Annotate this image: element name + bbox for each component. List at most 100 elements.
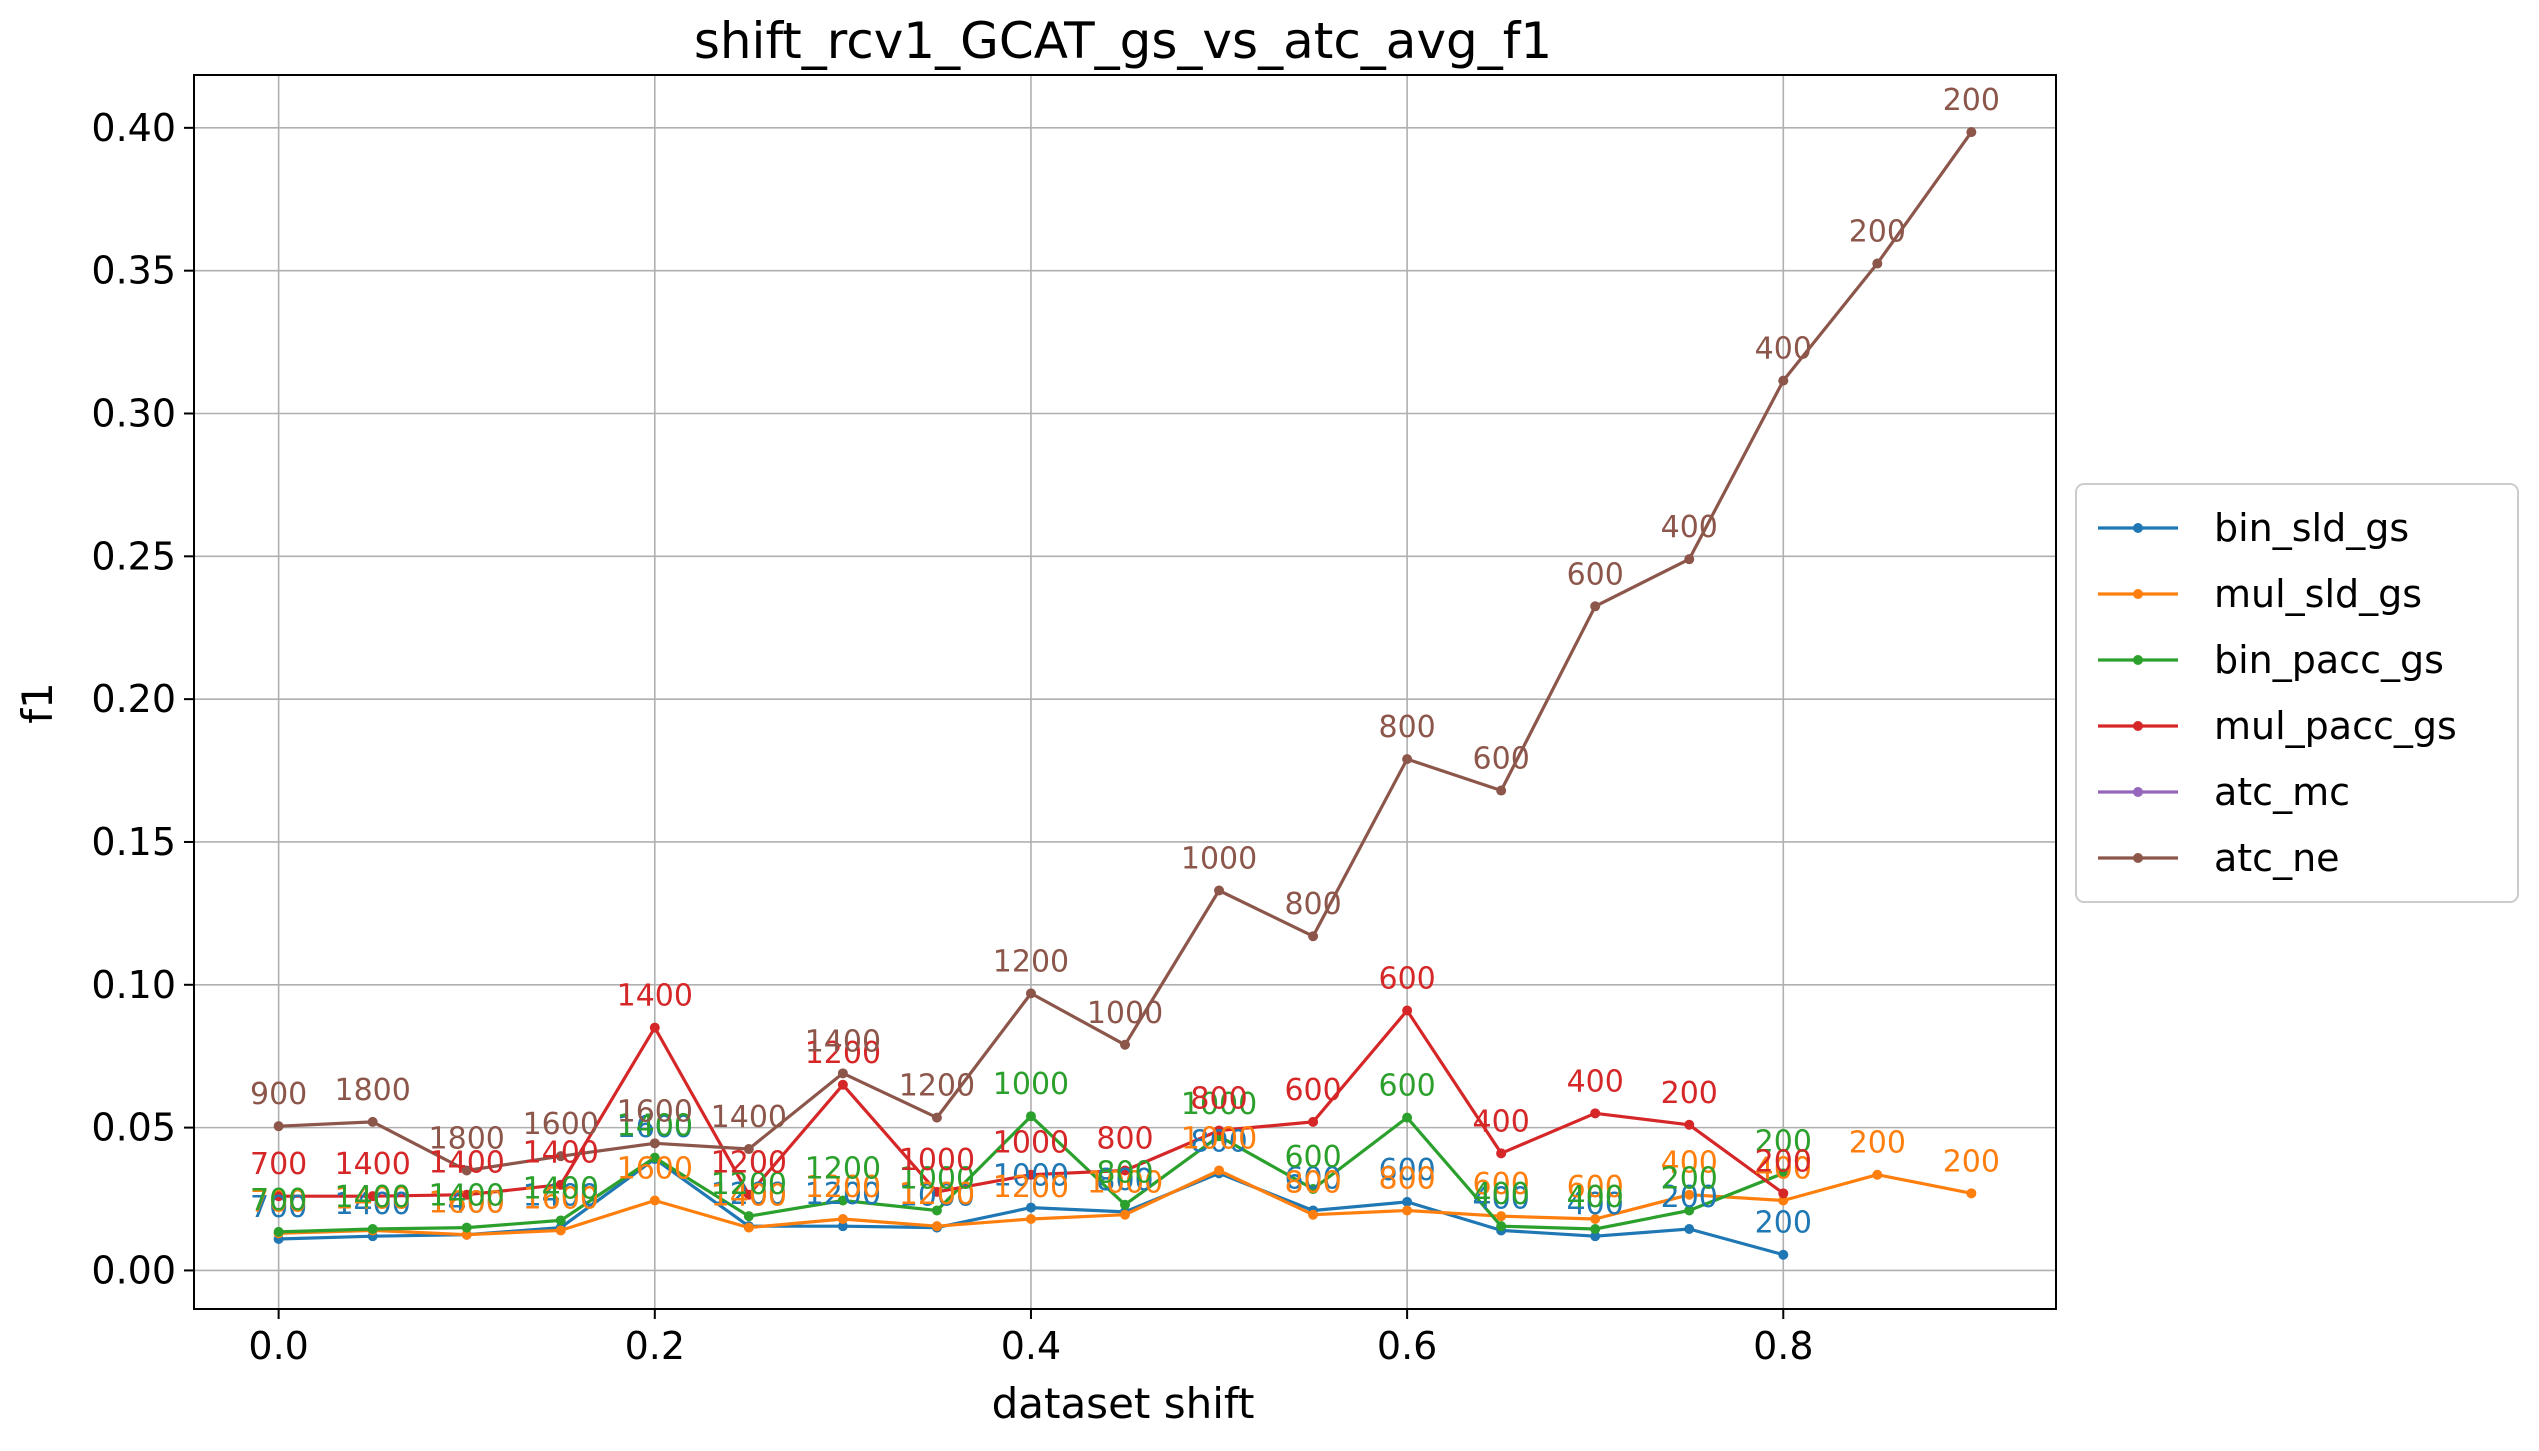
point-label-bin_sld_gs: 1400 xyxy=(523,1179,599,1214)
data-point-mul_pacc_gs xyxy=(837,1079,848,1090)
data-point-mul_pacc_gs xyxy=(1684,1119,1695,1130)
data-point-atc_ne xyxy=(1120,1039,1130,1050)
point-label-bin_sld_gs: 1400 xyxy=(429,1186,505,1221)
legend: bin_sld_gs mul_sld_gs bin_pacc_gs mul_pacc_… xyxy=(2075,483,2519,903)
data-point-bin_sld_gs xyxy=(1025,1202,1036,1213)
x-tick-label: 0.4 xyxy=(1001,1324,1061,1368)
data-point-mul_sld_gs xyxy=(1025,1214,1036,1225)
x-tick-label: 0.8 xyxy=(1753,1324,1813,1368)
plot-frame xyxy=(193,74,2057,1310)
y-tick-label: 0.00 xyxy=(91,1248,176,1292)
data-point-bin_pacc_gs xyxy=(461,1222,472,1233)
legend-frame xyxy=(2075,483,2519,903)
y-tick-label: 0.35 xyxy=(91,249,176,293)
data-point-atc_ne xyxy=(743,1144,754,1155)
data-point-mul_pacc_gs xyxy=(461,1189,472,1200)
data-point-bin_pacc_gs xyxy=(1025,1111,1036,1122)
legend-swatch-marker xyxy=(2133,787,2143,797)
data-point-atc_ne xyxy=(649,1138,660,1149)
point-label-bin_pacc_gs: 200 xyxy=(1755,1124,1812,1159)
data-point-bin_sld_gs xyxy=(837,1221,848,1232)
data-point-mul_pacc_gs xyxy=(1496,1148,1507,1159)
data-point-mul_pacc_gs xyxy=(1590,1108,1601,1119)
point-label-mul_pacc_gs: 1000 xyxy=(993,1126,1069,1161)
legend-label: bin_pacc_gs xyxy=(2214,638,2444,682)
legend-swatch-marker xyxy=(2133,655,2143,665)
point-label-bin_pacc_gs: 700 xyxy=(250,1183,307,1218)
data-point-mul_sld_gs xyxy=(743,1222,754,1233)
point-label-bin_sld_gs: 200 xyxy=(1755,1206,1812,1241)
point-label-mul_sld_gs: 1000 xyxy=(1087,1166,1163,1201)
point-label-bin_sld_gs: 1200 xyxy=(805,1177,881,1212)
point-label-mul_pacc_gs: 1400 xyxy=(429,1146,505,1181)
y-tick-label: 0.15 xyxy=(91,820,176,864)
point-label-mul_sld_gs: 1600 xyxy=(429,1186,505,1221)
point-label-atc_ne: 1600 xyxy=(523,1107,599,1142)
point-label-bin_sld_gs: 800 xyxy=(1190,1124,1247,1159)
y-tick-label: 0.05 xyxy=(91,1106,176,1150)
point-label-atc_ne: 1000 xyxy=(1181,842,1257,877)
data-point-mul_sld_gs xyxy=(1308,1209,1319,1220)
data-point-bin_pacc_gs xyxy=(1778,1168,1789,1179)
point-label-atc_ne: 200 xyxy=(1849,215,1906,250)
point-label-atc_ne: 800 xyxy=(1378,710,1435,745)
data-point-bin_sld_gs xyxy=(1684,1224,1695,1235)
data-point-mul_pacc_gs xyxy=(367,1191,378,1202)
grid-layer xyxy=(194,75,2056,1309)
point-label-bin_sld_gs: 1000 xyxy=(899,1179,975,1214)
data-point-mul_sld_gs xyxy=(931,1221,942,1232)
legend-label: bin_sld_gs xyxy=(2214,506,2409,550)
point-label-atc_ne: 1200 xyxy=(993,944,1069,979)
data-point-mul_sld_gs xyxy=(1778,1195,1789,1206)
data-point-bin_pacc_gs xyxy=(1402,1112,1413,1123)
point-label-atc_ne: 600 xyxy=(1567,557,1624,592)
data-point-mul_pacc_gs xyxy=(743,1189,754,1200)
data-point-bin_pacc_gs xyxy=(837,1195,848,1206)
y-axis-label: f1 xyxy=(13,682,62,724)
x-tick-label: 0.6 xyxy=(1377,1324,1437,1368)
point-label-mul_sld_gs: 1000 xyxy=(1181,1121,1257,1156)
point-label-mul_sld_gs: 800 xyxy=(1378,1161,1435,1196)
point-label-mul_sld_gs: 1200 xyxy=(899,1177,975,1212)
x-tick-label: 0.0 xyxy=(248,1324,308,1368)
point-label-mul_sld_gs: 600 xyxy=(1567,1170,1624,1205)
x-tick-label: 0.2 xyxy=(625,1324,685,1368)
data-point-mul_sld_gs xyxy=(649,1195,660,1206)
point-label-mul_sld_gs: 200 xyxy=(1849,1126,1906,1161)
point-label-bin_pacc_gs: 800 xyxy=(1096,1156,1153,1191)
point-label-atc_ne: 1200 xyxy=(899,1069,975,1104)
point-label-mul_sld_gs: 400 xyxy=(1661,1146,1718,1181)
point-label-bin_pacc_gs: 1000 xyxy=(993,1067,1069,1102)
data-point-atc_ne xyxy=(1025,988,1036,999)
data-point-atc_ne xyxy=(1308,931,1319,942)
point-label-mul_sld_gs: 400 xyxy=(1755,1151,1812,1186)
data-point-atc_ne xyxy=(367,1116,378,1127)
point-label-bin_pacc_gs: 200 xyxy=(1661,1161,1718,1196)
data-point-mul_sld_gs xyxy=(1496,1211,1507,1222)
data-point-mul_sld_gs xyxy=(1872,1169,1883,1180)
y-tick-label: 0.10 xyxy=(91,963,176,1007)
point-label-bin_sld_gs: 400 xyxy=(1567,1187,1624,1222)
data-point-bin_pacc_gs xyxy=(649,1152,660,1163)
point-label-mul_sld_gs: 700 xyxy=(250,1184,307,1219)
chart-title: shift_rcv1_GCAT_gs_vs_atc_avg_f1 xyxy=(694,12,1552,70)
data-point-mul_sld_gs xyxy=(1120,1209,1130,1220)
y-tick-label: 0.25 xyxy=(91,534,176,578)
data-point-bin_pacc_gs xyxy=(1590,1224,1601,1235)
point-label-mul_sld_gs: 800 xyxy=(1284,1166,1341,1201)
data-point-atc_ne xyxy=(1402,754,1413,765)
data-point-mul_pacc_gs xyxy=(1308,1116,1319,1127)
point-label-bin_pacc_gs: 1200 xyxy=(711,1167,787,1202)
data-point-bin_sld_gs xyxy=(1402,1196,1413,1207)
data-point-mul_sld_gs xyxy=(1214,1165,1225,1176)
data-point-atc_ne xyxy=(1590,601,1601,612)
data-point-mul_sld_gs xyxy=(1590,1214,1601,1225)
data-point-mul_sld_gs xyxy=(1402,1205,1413,1216)
point-label-mul_pacc_gs: 1400 xyxy=(334,1147,410,1182)
data-point-bin_pacc_gs xyxy=(1496,1221,1507,1232)
legend-label: mul_sld_gs xyxy=(2214,572,2422,616)
point-label-mul_sld_gs: 1400 xyxy=(334,1181,410,1216)
point-label-mul_sld_gs: 1400 xyxy=(711,1179,787,1214)
point-label-mul_pacc_gs: 400 xyxy=(1567,1064,1624,1099)
